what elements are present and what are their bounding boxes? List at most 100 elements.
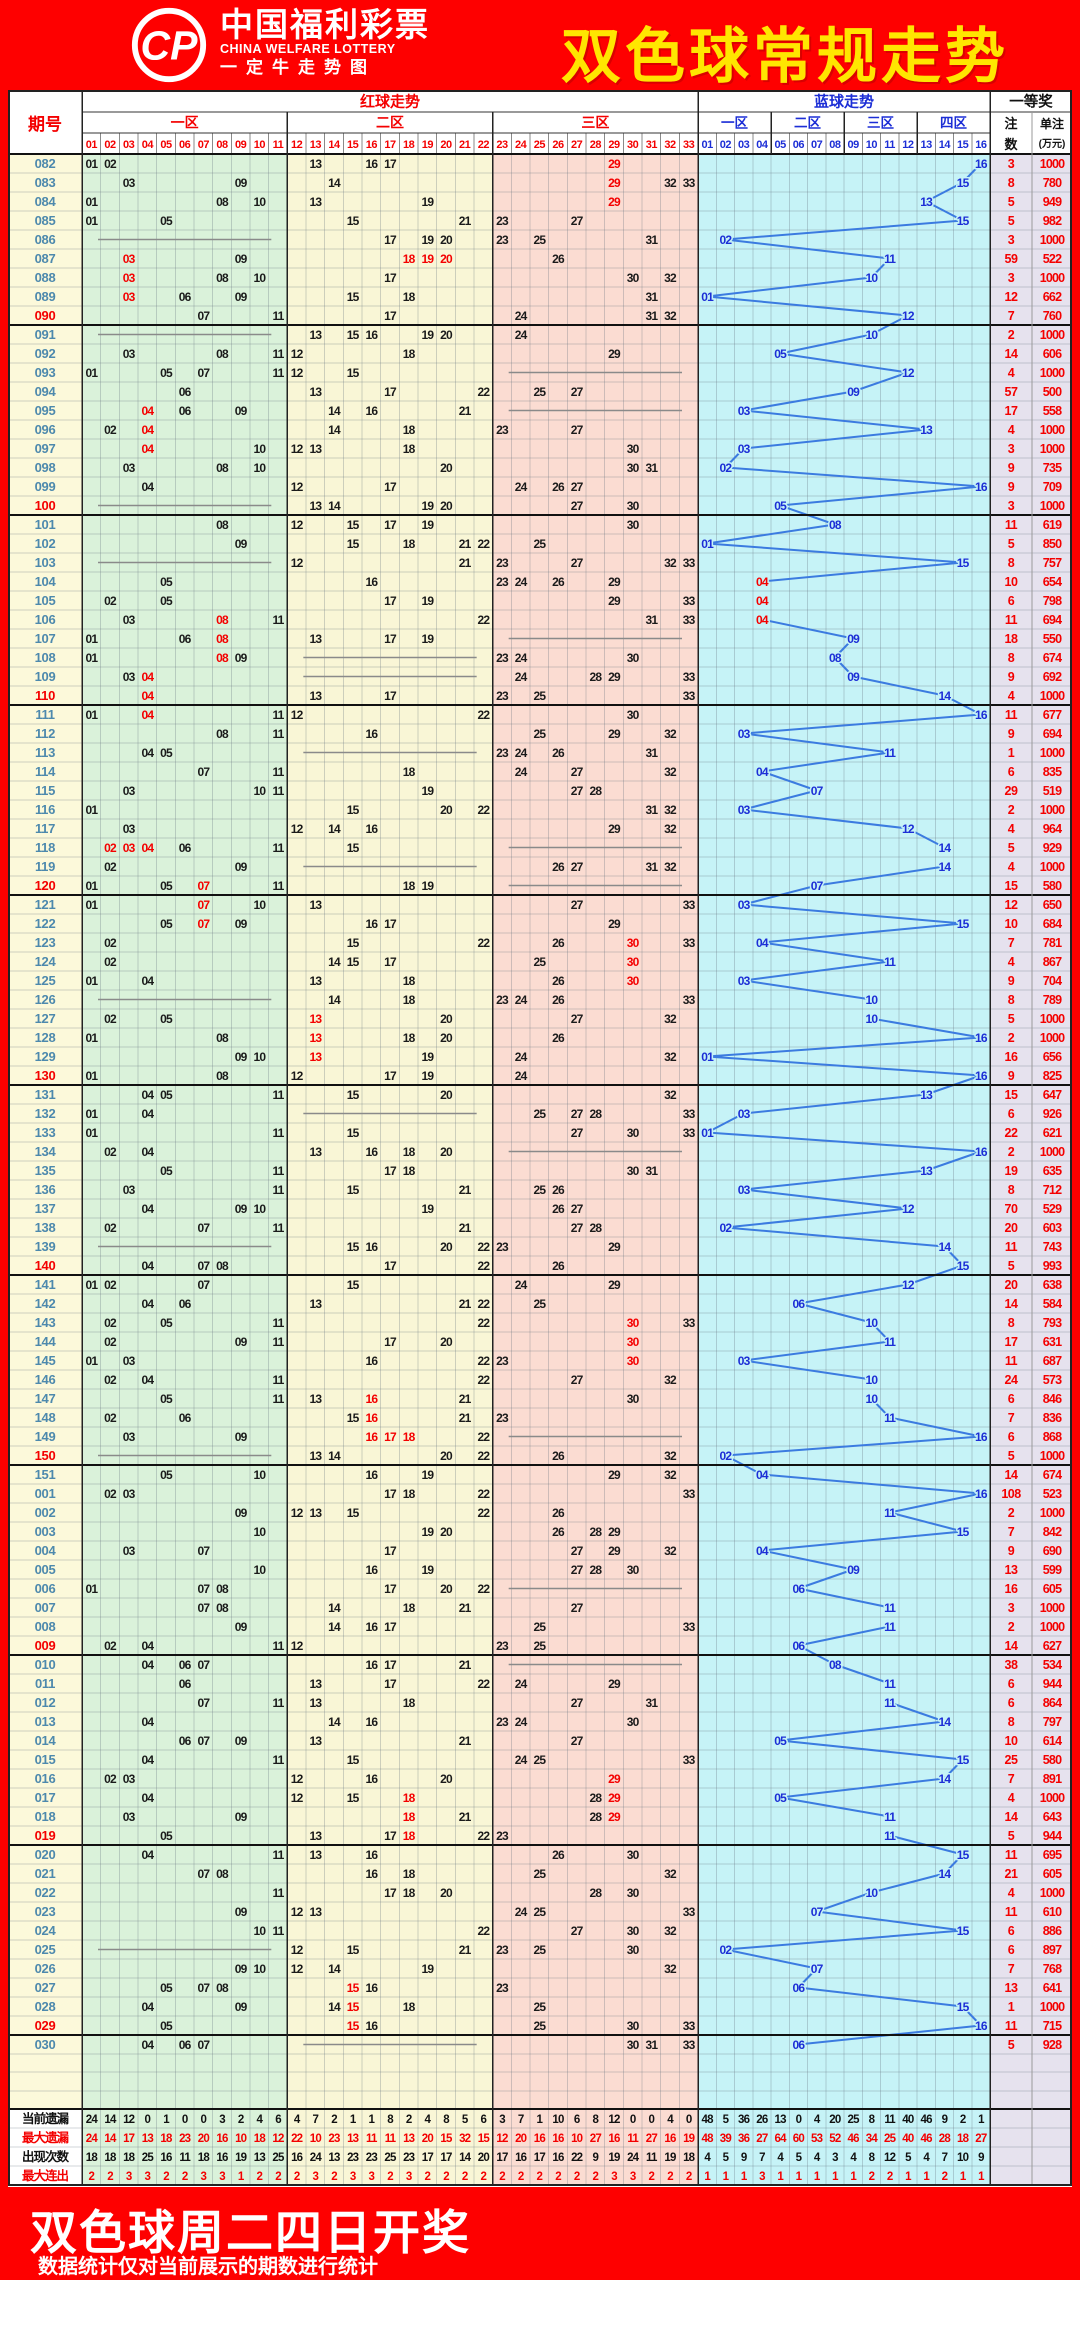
red-ball: 19 xyxy=(421,879,434,893)
red-ball: 28 xyxy=(589,1107,602,1121)
period-label: 124 xyxy=(35,954,57,969)
red-ball: 18 xyxy=(403,347,416,361)
red-ball: 05 xyxy=(160,1012,173,1026)
prize-count: 29 xyxy=(1005,784,1018,798)
red-ball: 17 xyxy=(384,309,397,323)
blue-ball: 10 xyxy=(866,993,879,1007)
blue-ball: 16 xyxy=(975,1031,988,1045)
period-label: 126 xyxy=(35,992,56,1007)
header-blue-group: 蓝球走势 xyxy=(814,93,874,111)
prize-count: 5 xyxy=(1008,2038,1015,2052)
period-label: 109 xyxy=(35,669,56,684)
red-ball: 32 xyxy=(664,1867,677,1881)
period-label: 030 xyxy=(35,2037,56,2052)
red-ball: 26 xyxy=(552,1525,565,1539)
stat-value: 1 xyxy=(723,2171,730,2183)
stat-value: 46 xyxy=(921,2114,933,2126)
logo: CP 中国福利彩票 CHINA WELFARE LOTTERY 一定牛走势图 xyxy=(128,2,430,86)
red-ball: 07 xyxy=(197,366,210,380)
period-label: 089 xyxy=(35,289,56,304)
red-ball: 02 xyxy=(104,1373,117,1387)
stat-value: 27 xyxy=(590,2133,602,2145)
red-col-number: 25 xyxy=(534,139,546,151)
red-ball: 04 xyxy=(141,670,154,684)
red-col-number: 21 xyxy=(459,139,471,151)
period-label: 028 xyxy=(35,1999,56,2014)
prize-amount: 868 xyxy=(1043,1430,1062,1444)
red-ball: 28 xyxy=(589,1810,602,1824)
red-ball: 14 xyxy=(328,1962,341,1976)
stat-value: 16 xyxy=(552,2152,564,2164)
header-red-group: 红球走势 xyxy=(360,93,420,111)
period-label: 024 xyxy=(35,1923,57,1938)
red-ball: 20 xyxy=(440,1772,453,1786)
blue-col-number: 10 xyxy=(866,139,878,151)
stat-value: 20 xyxy=(198,2133,210,2145)
stat-value: 4 xyxy=(257,2114,264,2126)
red-ball: 08 xyxy=(216,195,229,209)
red-ball: 11 xyxy=(272,1753,284,1767)
stat-value: 9 xyxy=(942,2114,948,2126)
period-label: 104 xyxy=(35,574,57,589)
red-ball: 16 xyxy=(365,1468,378,1482)
red-ball: 22 xyxy=(477,1677,490,1691)
period-label: 127 xyxy=(35,1011,56,1026)
prize-count: 14 xyxy=(1005,1639,1018,1653)
red-ball: 32 xyxy=(664,1544,677,1558)
red-ball: 17 xyxy=(384,1620,397,1634)
prize-amount: 643 xyxy=(1043,1810,1062,1824)
stat-value: 18 xyxy=(254,2133,267,2145)
prize-amount: 864 xyxy=(1043,1696,1062,1710)
stat-value: 3 xyxy=(219,2114,225,2126)
prize-amount: 1000 xyxy=(1040,1601,1065,1615)
red-ball: 01 xyxy=(85,974,98,988)
stat-value: 5 xyxy=(796,2152,803,2164)
red-ball: 29 xyxy=(608,727,621,741)
red-ball: 24 xyxy=(515,480,528,494)
red-ball: 25 xyxy=(533,1905,546,1919)
prize-count: 8 xyxy=(1008,651,1015,665)
stat-value: 6 xyxy=(574,2114,580,2126)
red-ball: 31 xyxy=(645,233,658,247)
red-ball: 33 xyxy=(683,176,696,190)
red-ball: 10 xyxy=(253,1050,266,1064)
red-ball: 01 xyxy=(85,803,98,817)
red-ball: 11 xyxy=(272,1886,284,1900)
red-ball: 33 xyxy=(683,1753,696,1767)
red-ball: 16 xyxy=(365,917,378,931)
red-ball: 29 xyxy=(608,1772,621,1786)
red-ball: 01 xyxy=(85,366,98,380)
stat-value: 16 xyxy=(608,2133,620,2145)
red-ball: 18 xyxy=(403,974,416,988)
red-ball: 10 xyxy=(253,1563,266,1577)
red-ball: 32 xyxy=(664,822,677,836)
stat-value: 3 xyxy=(499,2114,505,2126)
stat-value: 3 xyxy=(219,2171,225,2183)
prize-count: 16 xyxy=(1005,1582,1018,1596)
red-ball: 13 xyxy=(309,1905,322,1919)
red-ball: 11 xyxy=(272,1373,284,1387)
blue-ball: 04 xyxy=(756,1468,769,1482)
stat-value: 16 xyxy=(534,2133,546,2145)
red-ball: 16 xyxy=(365,157,378,171)
red-ball: 15 xyxy=(347,1126,360,1140)
prize-amount: 867 xyxy=(1043,955,1062,969)
stat-value: 1 xyxy=(905,2171,912,2183)
stat-value: 40 xyxy=(902,2114,914,2126)
period-label: 105 xyxy=(35,593,56,608)
prize-count: 7 xyxy=(1008,1772,1015,1786)
red-ball: 33 xyxy=(683,1126,696,1140)
prize-amount: 573 xyxy=(1043,1373,1062,1387)
red-ball: 25 xyxy=(533,1943,546,1957)
period-label: 099 xyxy=(35,479,56,494)
blue-ball: 06 xyxy=(793,1639,806,1653)
period-label: 131 xyxy=(35,1087,56,1102)
red-col-number: 32 xyxy=(664,139,676,151)
red-ball: 27 xyxy=(571,556,584,570)
red-ball: 01 xyxy=(85,214,98,228)
prize-amount: 627 xyxy=(1043,1639,1062,1653)
stat-value: 18 xyxy=(683,2152,696,2164)
blue-ball: 10 xyxy=(866,328,879,342)
period-label: 082 xyxy=(35,156,56,171)
stat-label: 出现次数 xyxy=(22,2149,70,2164)
